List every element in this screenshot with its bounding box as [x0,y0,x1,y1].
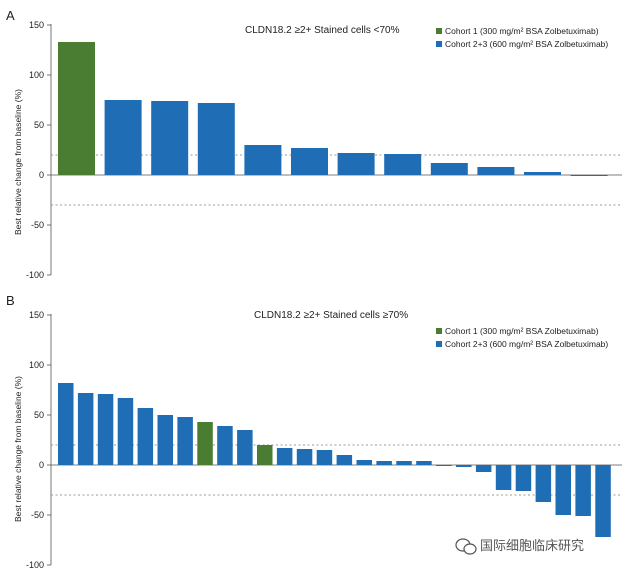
panel-a-y-ticks: 150 100 50 0 -50 -100 [26,20,51,280]
panel-a-bar [244,145,282,175]
panel-b-title: CLDN18.2 ≥2+ Stained cells ≥70% [254,310,408,321]
panel-a-legend-swatch-cohort1 [436,28,442,34]
panel-b-bar [575,465,591,516]
panel-a-bar [197,103,235,175]
panel-b-bar [456,465,472,467]
panel-a-legend-cohort1: Cohort 1 (300 mg/m² BSA Zolbetuximab) [445,26,599,36]
panel-b-tick-label: 0 [39,460,44,470]
panel-b-bar [595,465,611,537]
panel-a-letter: A [6,8,15,23]
panel-b-tick-label: -100 [26,560,44,570]
panel-a-bar [58,42,95,175]
watermark-text: 国际细胞临床研究 [480,538,584,553]
panel-b-bar [177,417,193,465]
panel-b-bar [535,465,552,502]
panel-b-y-ticks: 150 100 50 0 -50 -100 [26,310,51,570]
panel-b-bar [336,455,353,465]
panel-b-bar [117,398,134,465]
panel-b-bar [217,426,233,465]
panel-a-tick-label: 100 [29,70,44,80]
panel-a-bar [477,167,515,175]
panel-b-bar [137,408,154,465]
panel-a-bar [524,172,561,175]
panel-b-bar [97,394,114,465]
panel-a-bar [384,154,422,175]
panel-b-bar [555,465,571,515]
wechat-icon [455,538,477,555]
panel-a: A 150 100 50 0 -50 -100 CLDN18.2 ≥2+ Stained … [6,8,622,280]
panel-b-letter: B [6,293,15,308]
panel-b-bar [495,465,512,490]
panel-a-bar [151,101,189,175]
panel-b-bar [436,465,452,466]
panel-a-tick-label: 150 [29,20,44,30]
panel-b-legend-cohort1: Cohort 1 (300 mg/m² BSA Zolbetuximab) [445,326,599,336]
panel-b-bar [58,383,74,465]
panel-a-bar [430,163,468,175]
panel-a-bar [570,175,608,176]
panel-a-bar [337,153,375,175]
panel-b-tick-label: 150 [29,310,44,320]
panel-a-tick-label: -50 [31,220,44,230]
panel-b-bar [515,465,532,491]
panel-a-tick-label: -100 [26,270,44,280]
panel-a-bar [104,100,142,175]
watermark: 国际细胞临床研究 [455,538,584,555]
panel-b-bars [58,383,611,537]
panel-b-bar [77,393,94,465]
panel-b-y-label: Best relative change from baseline (%) [13,376,23,522]
panel-b-bar [296,449,313,465]
panel-a-legend: Cohort 1 (300 mg/m² BSA Zolbetuximab) Co… [436,26,608,49]
panel-a-title: CLDN18.2 ≥2+ Stained cells <70% [245,25,400,36]
panel-b-legend-swatch-cohort1 [436,328,442,334]
panel-b-legend: Cohort 1 (300 mg/m² BSA Zolbetuximab) Co… [436,326,608,349]
panel-b-legend-swatch-cohort23 [436,341,442,347]
panel-a-legend-cohort23: Cohort 2+3 (600 mg/m² BSA Zolbetuximab) [445,39,608,49]
panel-b-bar [276,448,293,465]
panel-b-bar [316,450,333,465]
panel-b-tick-label: 100 [29,360,44,370]
panel-a-tick-label: 50 [34,120,44,130]
panel-b-bar [396,461,412,465]
panel-b-bar [197,422,213,465]
panel-b-bar [356,460,372,465]
panel-a-bar [291,148,328,175]
panel-b-bar [376,461,392,465]
panel-b-bar [237,430,253,465]
panel-b-bar [475,465,492,472]
panel-b-legend-cohort23: Cohort 2+3 (600 mg/m² BSA Zolbetuximab) [445,339,608,349]
panel-a-y-label: Best relative change from baseline (%) [13,89,23,235]
panel-b-bar [257,445,273,465]
panel-a-bars [58,42,608,176]
panel-b: B 150 100 50 0 -50 -100 CLDN18.2 ≥2+ Stained … [6,293,622,570]
panel-a-legend-swatch-cohort23 [436,41,442,47]
panel-a-tick-label: 0 [39,170,44,180]
panel-b-bar [157,415,173,465]
panel-b-tick-label: -50 [31,510,44,520]
panel-b-tick-label: 50 [34,410,44,420]
panel-b-bar [416,461,432,465]
